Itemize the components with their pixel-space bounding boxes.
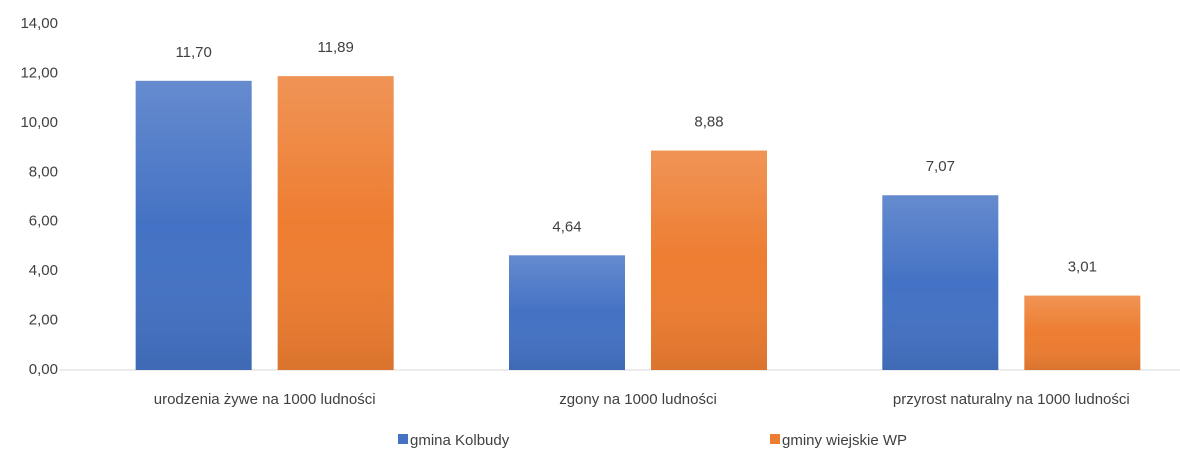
- x-tick-label: przyrost naturalny na 1000 ludności: [893, 391, 1130, 408]
- y-tick-label: 12,00: [20, 64, 58, 81]
- bar: [882, 195, 999, 370]
- x-tick-label: urodzenia żywe na 1000 ludności: [154, 391, 376, 408]
- y-tick-label: 2,00: [29, 312, 58, 329]
- bar: [1024, 295, 1141, 370]
- y-tick-label: 0,00: [29, 361, 58, 378]
- y-tick-label: 8,00: [29, 163, 58, 180]
- y-tick-label: 14,00: [20, 15, 58, 32]
- y-tick-label: 4,00: [29, 262, 58, 279]
- legend-swatch: [398, 434, 408, 444]
- value-label: 7,07: [926, 158, 955, 175]
- bar: [509, 255, 625, 370]
- value-label: 8,88: [694, 114, 723, 131]
- bar: [277, 76, 394, 370]
- value-label: 4,64: [552, 218, 581, 235]
- legend-label: gminy wiejskie WP: [782, 432, 907, 449]
- legend-swatch: [770, 434, 780, 444]
- value-label: 11,70: [175, 44, 211, 61]
- y-tick-label: 10,00: [20, 114, 58, 131]
- bar: [135, 80, 252, 370]
- value-label: 11,89: [317, 39, 353, 56]
- bar: [651, 150, 767, 370]
- x-tick-label: zgony na 1000 ludności: [559, 391, 717, 408]
- y-tick-label: 6,00: [29, 213, 58, 230]
- legend-label: gmina Kolbudy: [410, 432, 510, 449]
- value-label: 3,01: [1068, 259, 1097, 276]
